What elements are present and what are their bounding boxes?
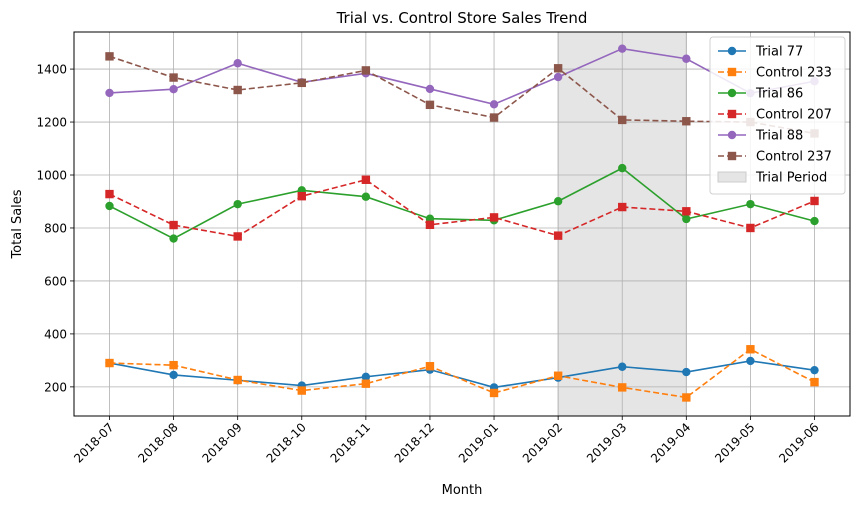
data-point (489, 100, 499, 109)
data-point (105, 189, 114, 199)
data-point (169, 220, 178, 230)
legend-swatch-marker (727, 88, 737, 98)
data-point (618, 202, 627, 212)
series-line (109, 360, 815, 389)
data-point (682, 117, 691, 126)
data-point (489, 113, 499, 122)
data-point (425, 84, 435, 94)
y-tick-label: 400 (44, 327, 67, 341)
series-line (109, 55, 815, 135)
data-point (425, 362, 435, 371)
legend: Trial 77 Control 233 Trial 86 Control 207 Tr… (709, 36, 846, 195)
data-point (618, 163, 627, 173)
legend-label: Trial 88 (755, 129, 803, 144)
y-tick-label: 600 (44, 274, 67, 288)
data-point (553, 72, 563, 82)
series-line (109, 167, 815, 240)
data-point (169, 85, 178, 94)
data-point (361, 379, 371, 388)
data-point (105, 358, 114, 368)
data-point (361, 175, 371, 184)
data-point (553, 371, 563, 380)
legend-swatch-marker (727, 151, 737, 161)
data-point (810, 216, 819, 226)
data-point (746, 199, 755, 209)
legend-label: Trial 86 (755, 87, 803, 102)
legend-label: Trial Period (755, 171, 827, 186)
data-point (233, 232, 242, 241)
data-point (233, 375, 242, 385)
legend-box (709, 36, 846, 195)
y-tick-label: 1400 (36, 63, 67, 77)
data-point (233, 85, 242, 95)
series-line (109, 348, 815, 399)
legend-label: Control 233 (756, 66, 832, 81)
data-point (746, 356, 755, 366)
data-point (105, 52, 114, 61)
data-point (297, 191, 306, 201)
y-tick-label: 200 (44, 380, 67, 394)
data-point (746, 345, 755, 354)
data-point (618, 44, 627, 53)
data-point (553, 197, 563, 206)
data-point (233, 199, 242, 209)
data-point (682, 54, 691, 63)
data-point (553, 64, 563, 73)
x-axis-label: Month (442, 483, 483, 498)
data-point (233, 59, 242, 68)
data-point (810, 365, 819, 375)
data-point (489, 388, 499, 398)
data-point (682, 214, 691, 224)
data-point (169, 360, 178, 370)
data-point (105, 88, 114, 98)
legend-swatch-marker (727, 67, 737, 77)
data-point (425, 100, 435, 110)
data-point (361, 192, 371, 201)
data-point (682, 207, 691, 216)
y-axis-label: Total Sales (10, 189, 25, 259)
series-line (109, 47, 815, 106)
data-point (553, 231, 563, 240)
data-point (105, 201, 114, 211)
data-point (169, 370, 178, 380)
y-tick-label: 1200 (36, 116, 67, 130)
series-line (109, 178, 815, 238)
data-point (618, 383, 627, 392)
legend-label: Control 207 (756, 108, 832, 123)
data-point (297, 386, 306, 395)
data-point (618, 115, 627, 125)
plot-frame (73, 31, 851, 417)
legend-swatch-marker (727, 130, 737, 140)
y-tick-label: 800 (44, 221, 67, 235)
legend-label: Control 237 (756, 150, 832, 165)
data-point (682, 367, 691, 377)
data-point (169, 73, 178, 82)
y-tick-label: 1000 (36, 169, 67, 183)
data-point (297, 78, 306, 88)
legend-swatch-marker (727, 109, 737, 119)
data-point (810, 377, 819, 387)
legend-label: Trial 77 (755, 45, 803, 60)
data-point (425, 220, 435, 229)
data-point (618, 362, 627, 371)
legend-swatch-marker (727, 46, 737, 56)
data-point (810, 196, 819, 206)
data-point (361, 66, 371, 75)
legend-swatch-region (717, 171, 747, 183)
series-control-207 (105, 175, 819, 241)
data-point (361, 372, 371, 382)
series-control-233 (105, 345, 819, 402)
data-point (746, 223, 755, 233)
series-trial-86 (105, 163, 819, 243)
data-point (169, 234, 178, 243)
data-point (489, 213, 499, 222)
chart-title: Trial vs. Control Store Sales Trend (336, 9, 588, 27)
data-point (682, 393, 691, 402)
